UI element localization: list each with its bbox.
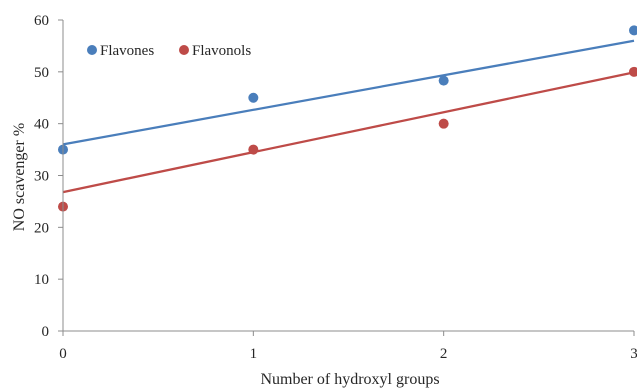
y-tick-label: 30 xyxy=(34,169,49,185)
y-tick-label: 60 xyxy=(34,13,49,29)
x-tick-label: 3 xyxy=(630,346,637,362)
legend-marker-flavonols xyxy=(179,45,189,55)
flavones-point xyxy=(629,25,637,36)
flavones-trendline xyxy=(62,39,635,146)
flavonols-point xyxy=(629,66,637,77)
x-tick-label: 0 xyxy=(59,346,67,362)
y-axis-title: NO scavenger % xyxy=(11,123,28,231)
x-tick-label: 1 xyxy=(250,346,258,362)
x-tick-label: 2 xyxy=(440,346,448,362)
y-tick-label: 50 xyxy=(34,65,49,81)
flavonols-point xyxy=(438,118,449,129)
y-tick-label: 40 xyxy=(34,117,49,133)
y-ticks: 0 10 20 30 40 50 60 xyxy=(34,13,63,340)
x-axis-title: Number of hydroxyl groups xyxy=(260,371,439,388)
flavones-point xyxy=(438,75,449,86)
flavones-point xyxy=(248,92,259,103)
legend-marker-flavones xyxy=(87,45,97,55)
y-tick-label: 0 xyxy=(42,324,50,340)
flavonols-trendline xyxy=(62,71,635,194)
flavonols-point xyxy=(248,144,259,155)
y-tick-label: 10 xyxy=(34,272,49,288)
legend-label-flavones: Flavones xyxy=(100,43,154,59)
legend-label-flavonols: Flavonols xyxy=(192,43,251,59)
plot-area xyxy=(58,25,637,212)
y-tick-label: 20 xyxy=(34,220,49,236)
x-ticks: 0 1 2 3 xyxy=(59,331,637,362)
legend: Flavones Flavonols xyxy=(87,43,251,59)
